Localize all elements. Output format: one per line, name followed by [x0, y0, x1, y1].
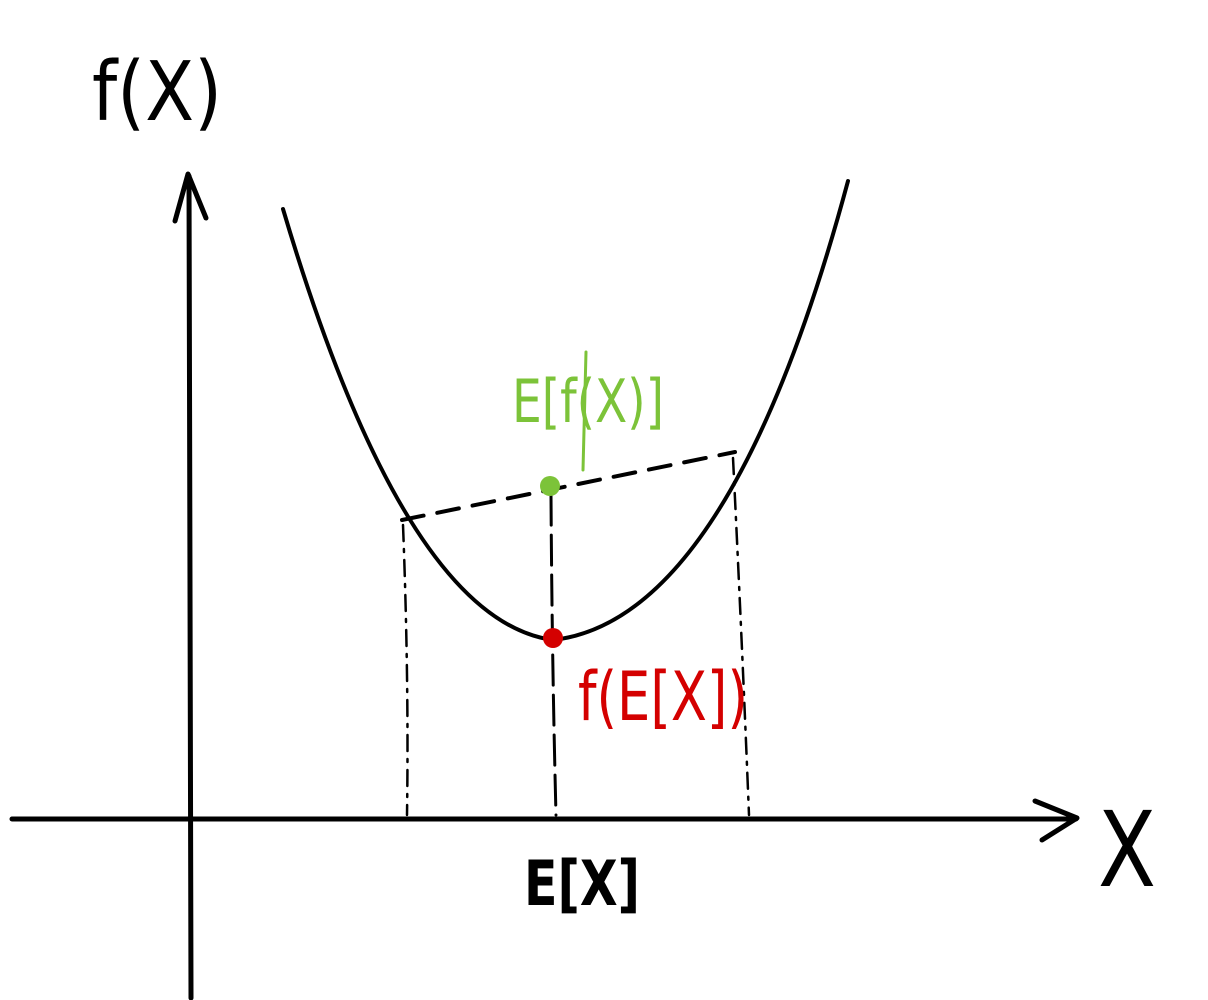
x-axis-arrowhead [1032, 798, 1080, 843]
y-axis-line [186, 173, 194, 1000]
f-of-expectation-label: f(E[X]) [578, 658, 748, 737]
f-of-expectation-point [543, 628, 563, 648]
left-drop-line [401, 523, 409, 817]
expectation-of-f-point [540, 476, 560, 496]
y-axis-label: f(X) [92, 45, 222, 140]
y-axis-arrowhead [172, 171, 209, 224]
expected-x-label: E[X] [524, 847, 640, 920]
x-axis-label: X [1098, 789, 1156, 911]
secant-chord [400, 450, 737, 522]
expectation-of-f-pointer [581, 350, 588, 472]
expectation-of-f-label: E[f(X)] [512, 367, 664, 437]
middle-drop-line [549, 493, 558, 817]
right-drop-line [731, 456, 751, 817]
axes [9, 171, 1080, 1000]
